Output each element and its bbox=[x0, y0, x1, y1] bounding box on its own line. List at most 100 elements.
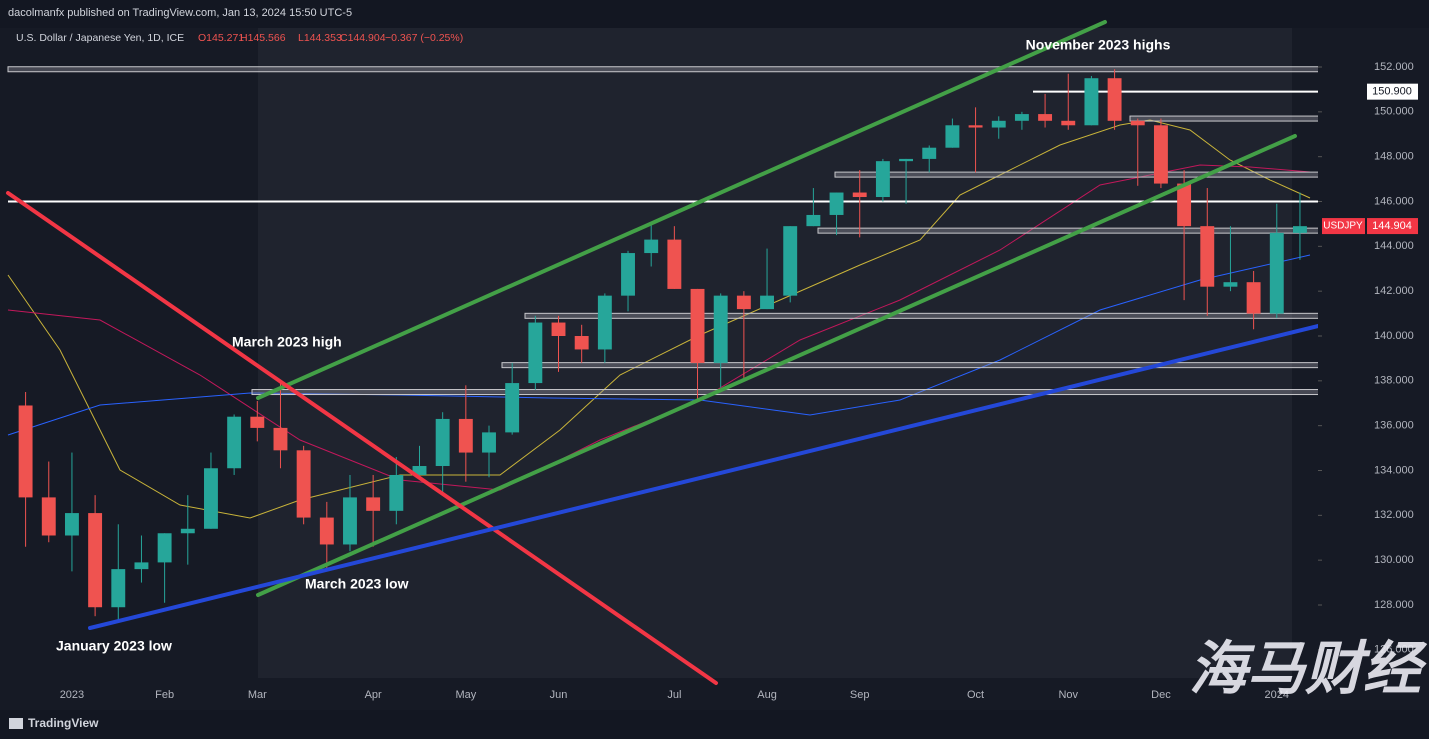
price-label-bg bbox=[1367, 83, 1418, 100]
candle-body bbox=[1223, 282, 1238, 287]
candle-body bbox=[41, 497, 56, 536]
candle-body bbox=[806, 214, 821, 227]
legend-symbol: U.S. Dollar / Japanese Yen, 1D, ICE bbox=[16, 32, 184, 44]
candle-body bbox=[458, 418, 473, 453]
candle-body bbox=[1061, 120, 1076, 126]
candle-body bbox=[690, 288, 705, 363]
candle-body bbox=[366, 497, 381, 511]
support-line bbox=[88, 312, 1369, 630]
time-axis: 2023 Feb Mar Apr May Jun Jul Aug Sep Oct Nov Dec 202… bbox=[60, 689, 1289, 701]
candle-body bbox=[250, 416, 265, 428]
candle-body bbox=[111, 569, 126, 608]
legend-change: −0.367 (−0.25%) bbox=[385, 32, 463, 44]
y-tick-label: 148.000 bbox=[1374, 151, 1414, 163]
candle-body bbox=[1292, 226, 1307, 233]
candle-body bbox=[875, 161, 890, 198]
y-tick-label: 132.000 bbox=[1374, 509, 1414, 521]
candle-body bbox=[64, 513, 79, 536]
watermark-text: 海马财经 bbox=[1189, 636, 1428, 701]
candle-body bbox=[760, 295, 774, 310]
candle-body bbox=[574, 335, 589, 350]
candle-body bbox=[18, 405, 33, 498]
x-tick-label: 2024 bbox=[1265, 689, 1289, 701]
ma-50 bbox=[7, 119, 1311, 519]
header-bar bbox=[0, 0, 1429, 28]
x-tick-label: Jul bbox=[667, 689, 681, 701]
candle-body bbox=[644, 239, 659, 254]
candle-body bbox=[852, 192, 867, 198]
price-axis: 126.000 128.000 130.000 132.000 134.000 136.0… bbox=[1318, 28, 1429, 683]
candle-body bbox=[134, 562, 149, 570]
candle-body bbox=[412, 466, 427, 475]
x-tick-label: Jun bbox=[550, 689, 568, 701]
candle-body bbox=[157, 533, 172, 563]
annotation: January 2023 low bbox=[56, 638, 172, 654]
candle-body bbox=[551, 322, 566, 336]
y-tick-label: 128.000 bbox=[1374, 599, 1414, 611]
symbol-label-bg bbox=[1322, 218, 1365, 235]
range-shade bbox=[258, 28, 1292, 678]
candle-body bbox=[1269, 232, 1284, 314]
y-tick-label: 144.000 bbox=[1374, 240, 1414, 252]
candle-body bbox=[1177, 183, 1192, 227]
x-tick-label: Sep bbox=[850, 689, 870, 701]
candle-body bbox=[389, 474, 404, 511]
candle-body bbox=[1153, 125, 1168, 184]
level-zone bbox=[524, 312, 1368, 319]
footer-bar bbox=[0, 710, 1429, 739]
legend-low: L144.353 bbox=[298, 32, 342, 44]
candle-body bbox=[899, 158, 914, 162]
header: dacolmanfx published on TradingView.com,… bbox=[8, 7, 352, 19]
candle-body bbox=[922, 147, 937, 159]
downtrend-line bbox=[6, 191, 718, 685]
annotation: November 2023 highs bbox=[1026, 37, 1171, 53]
candle-body bbox=[783, 226, 798, 296]
candle-body bbox=[296, 450, 311, 518]
level-zone bbox=[834, 171, 1368, 178]
candle-body bbox=[482, 432, 496, 453]
x-tick-label: Mar bbox=[248, 689, 267, 701]
legend-close: C144.904 bbox=[340, 32, 386, 44]
channel-upper bbox=[256, 20, 1107, 400]
price-label: 144.904 bbox=[1372, 220, 1412, 232]
candle-body bbox=[1084, 78, 1099, 126]
x-tick-label: Dec bbox=[1151, 689, 1171, 701]
y-tick-label: 136.000 bbox=[1374, 420, 1414, 432]
level-zone bbox=[817, 227, 1368, 234]
y-tick-label: 140.000 bbox=[1374, 330, 1414, 342]
y-tick-label: 138.000 bbox=[1374, 375, 1414, 387]
logo bbox=[9, 718, 23, 729]
candle-body bbox=[204, 468, 218, 529]
candle-body bbox=[829, 192, 844, 215]
ma-200 bbox=[7, 254, 1311, 436]
candle-body bbox=[945, 125, 960, 148]
y-tick-label: 126.000 bbox=[1374, 644, 1414, 656]
candle-body bbox=[1038, 114, 1053, 121]
candle-body bbox=[505, 383, 520, 433]
candle-body bbox=[667, 239, 682, 289]
candle-body bbox=[1130, 120, 1145, 126]
footer: TradingView bbox=[28, 716, 99, 730]
candle-body bbox=[88, 513, 103, 608]
candle-body bbox=[273, 427, 288, 451]
x-tick-label: Aug bbox=[757, 689, 777, 701]
candle-body bbox=[621, 253, 635, 296]
y-tick-label: 142.000 bbox=[1374, 285, 1414, 297]
candle-body bbox=[319, 517, 334, 545]
level-zone bbox=[7, 66, 1368, 73]
candle-body bbox=[435, 418, 450, 467]
annotations: November 2023 highs March 2023 high Marc… bbox=[56, 37, 1171, 654]
x-tick-label: Nov bbox=[1058, 689, 1078, 701]
candle-body bbox=[180, 528, 195, 534]
candle-body bbox=[597, 295, 612, 350]
y-tick-label: 146.000 bbox=[1374, 195, 1414, 207]
price-label: 150.900 bbox=[1372, 86, 1412, 98]
watermark: 海马财经 zzrt01.cn bbox=[1189, 636, 1428, 735]
y-tick-label: 134.000 bbox=[1374, 464, 1414, 476]
y-tick-label: 130.000 bbox=[1374, 554, 1414, 566]
trendlines bbox=[6, 20, 1369, 685]
x-tick-label: Apr bbox=[365, 689, 382, 701]
y-tick-label: 152.000 bbox=[1374, 61, 1414, 73]
level-zone bbox=[501, 362, 1368, 369]
